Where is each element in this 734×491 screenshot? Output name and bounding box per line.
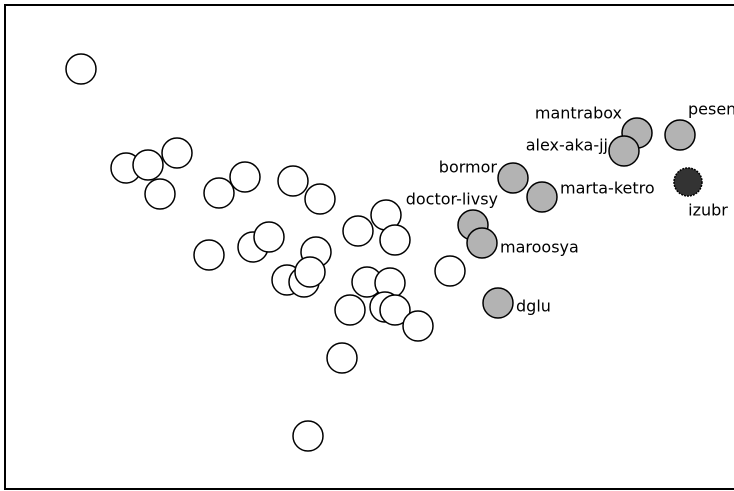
point (295, 257, 325, 287)
labeled-point (609, 136, 639, 166)
labeled-point (665, 120, 695, 150)
point (305, 184, 335, 214)
point (204, 178, 234, 208)
point-label: alex-aka-jj (526, 136, 608, 155)
point (66, 54, 96, 84)
point (194, 240, 224, 270)
point-label: doctor-livsy (406, 190, 498, 209)
point (403, 311, 433, 341)
point (293, 421, 323, 451)
point (145, 179, 175, 209)
plot-frame (5, 5, 734, 489)
labeled-point (467, 228, 497, 258)
point (335, 295, 365, 325)
chart: mantrabox pesen-net alex-aka-jj bormor marta… (0, 0, 734, 491)
point (343, 216, 373, 246)
point (435, 256, 465, 286)
labeled-point (483, 288, 513, 318)
labeled-point (498, 163, 528, 193)
point-label: mantrabox (535, 104, 622, 123)
point (278, 166, 308, 196)
point-label: bormor (439, 158, 498, 177)
labeled-point (527, 182, 557, 212)
point (230, 162, 260, 192)
point (162, 138, 192, 168)
point-label: maroosya (500, 238, 579, 257)
point-label: dglu (516, 297, 551, 316)
highlight-point (674, 168, 702, 196)
point (133, 150, 163, 180)
point-label: marta-ketro (560, 179, 655, 198)
point-label: pesen-net (688, 100, 734, 119)
point (254, 222, 284, 252)
point (327, 343, 357, 373)
point-label: izubr (688, 201, 728, 220)
point (380, 225, 410, 255)
